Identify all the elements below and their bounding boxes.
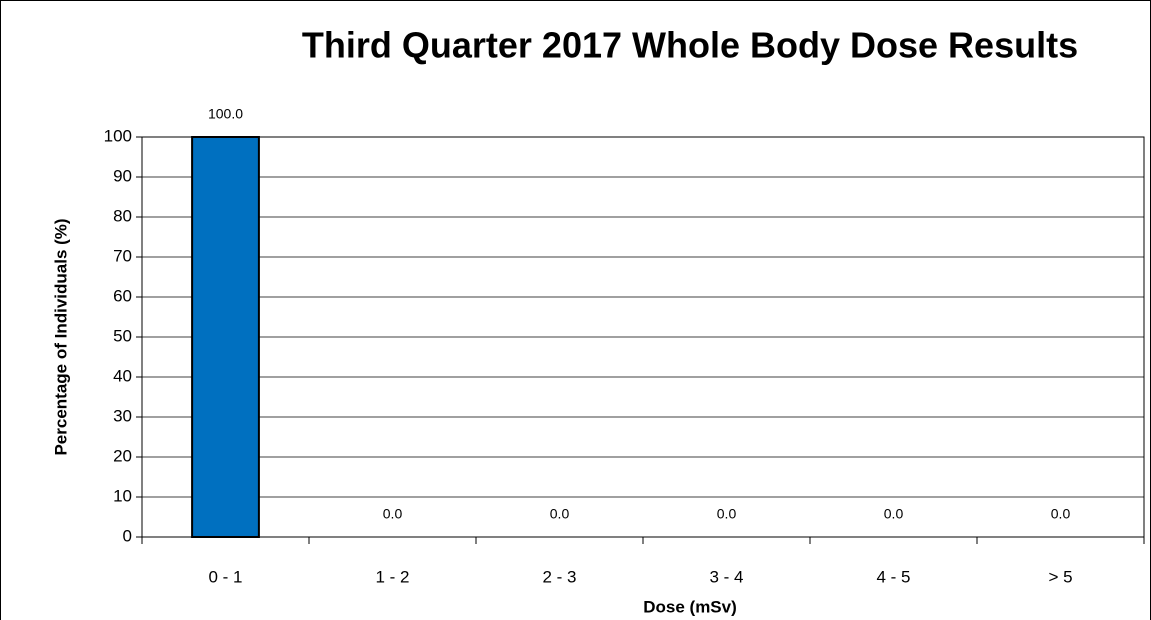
value-label: 0.0: [550, 506, 570, 522]
value-label: 0.0: [717, 506, 737, 522]
x-axis-title: Dose (mSv): [643, 597, 737, 616]
value-label: 0.0: [1051, 506, 1071, 522]
value-label: 0.0: [884, 506, 904, 522]
x-tick-label: 0 - 1: [208, 567, 242, 586]
y-tick-label: 80: [113, 206, 132, 225]
x-tick-label: 3 - 4: [709, 567, 743, 586]
value-label: 0.0: [383, 506, 403, 522]
y-tick-label: 20: [113, 446, 132, 465]
x-tick-label: 1 - 2: [375, 567, 409, 586]
x-tick-label: 4 - 5: [876, 567, 910, 586]
y-tick-label: 50: [113, 326, 132, 345]
x-tick-label: 2 - 3: [542, 567, 576, 586]
y-tick-label: 40: [113, 366, 132, 385]
y-tick-label: 0: [123, 526, 132, 545]
y-tick-label: 10: [113, 486, 132, 505]
y-tick-label: 60: [113, 286, 132, 305]
chart-title: Third Quarter 2017 Whole Body Dose Resul…: [302, 25, 1078, 66]
y-tick-label: 90: [113, 166, 132, 185]
x-tick-label: > 5: [1048, 567, 1072, 586]
y-axis-title: Percentage of Individuals (%): [51, 218, 70, 455]
y-tick-label: 70: [113, 246, 132, 265]
value-label: 100.0: [208, 106, 243, 122]
y-tick-label: 100: [104, 126, 132, 145]
y-tick-label: 30: [113, 406, 132, 425]
bar: [191, 136, 260, 538]
